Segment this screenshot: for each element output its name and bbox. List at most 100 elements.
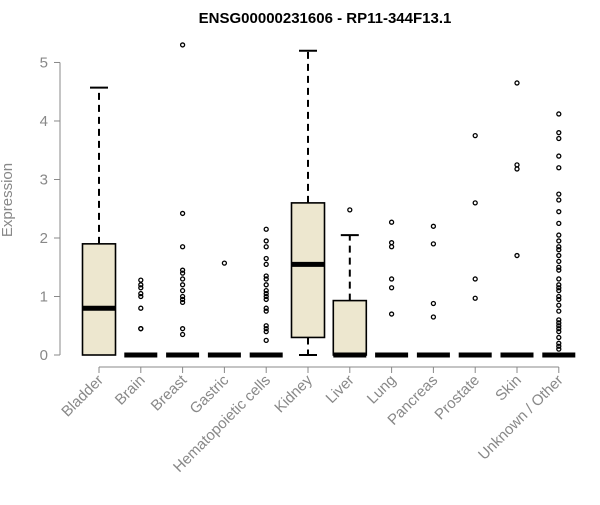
y-tick-label: 5 — [40, 54, 48, 71]
box-gastric — [207, 260, 241, 358]
box-skin — [500, 80, 534, 358]
outlier-point — [263, 337, 269, 344]
outlier-point — [179, 270, 186, 276]
outlier-point — [556, 285, 562, 291]
outlier-point — [138, 290, 144, 297]
outlier-point — [388, 240, 395, 246]
box-pancreas — [416, 223, 450, 358]
outlier-point — [514, 80, 520, 86]
outlier-point — [263, 323, 269, 329]
y-tick-label: 1 — [40, 288, 48, 305]
outlier-point — [179, 296, 186, 303]
outlier-point — [556, 317, 562, 323]
outlier-point — [556, 328, 562, 335]
outlier-point — [388, 285, 395, 291]
box-breast — [166, 42, 200, 358]
outlier-point — [263, 328, 269, 335]
box-body — [81, 243, 117, 356]
x-tick-label: Prostate — [431, 372, 483, 424]
outlier-point — [472, 295, 478, 301]
boxes-group — [81, 42, 576, 358]
outlier-point — [263, 326, 269, 332]
outlier-point — [179, 276, 186, 282]
outlier-point — [556, 247, 562, 253]
outlier-point — [138, 282, 144, 288]
outlier-point — [263, 290, 269, 297]
outlier-point — [556, 191, 562, 197]
x-tick-label: Lung — [364, 372, 400, 408]
outlier-point — [556, 238, 562, 244]
outlier-point — [556, 264, 562, 270]
outlier-point — [556, 165, 562, 171]
outlier-point — [179, 331, 186, 338]
box-kidney — [290, 49, 326, 356]
outlier-point — [388, 311, 395, 317]
outlier-point — [556, 111, 562, 117]
outlier-point — [263, 255, 269, 262]
outlier-point — [179, 210, 186, 217]
outlier-point — [556, 343, 562, 349]
y-axis: 0 1 2 3 4 5 — [40, 54, 61, 364]
outlier-point — [472, 132, 478, 139]
y-tick-label: 4 — [40, 113, 48, 130]
outlier-point — [556, 153, 562, 159]
x-tick-label: Kidney — [271, 371, 316, 416]
outlier-point — [263, 238, 269, 244]
outlier-point — [179, 299, 186, 305]
outlier-point — [556, 308, 562, 314]
chart-title: ENSG00000231606 - RP11-344F13.1 — [199, 10, 452, 27]
outlier-point — [179, 244, 186, 250]
outlier-point — [138, 285, 144, 291]
outlier-point — [556, 276, 562, 282]
outlier-point — [138, 305, 144, 311]
outlier-point — [179, 326, 186, 332]
outlier-point — [138, 293, 144, 300]
outlier-point — [430, 300, 437, 307]
y-axis-title: Expression — [0, 163, 16, 237]
outlier-point — [430, 241, 437, 247]
outlier-point — [556, 346, 562, 352]
outlier-point — [556, 326, 562, 332]
box-body — [332, 299, 368, 356]
outlier-point — [556, 340, 562, 346]
outlier-point — [556, 209, 562, 215]
outlier-point — [556, 323, 562, 329]
outlier-point — [556, 293, 562, 300]
outlier-point — [514, 252, 520, 259]
outlier-point — [263, 273, 269, 279]
outlier-point — [388, 244, 395, 250]
outlier-point — [388, 276, 395, 282]
outlier-point — [430, 223, 437, 229]
outlier-point — [263, 226, 269, 232]
outlier-point — [263, 282, 269, 288]
outlier-point — [221, 260, 228, 266]
outlier-point — [138, 277, 144, 283]
box-brain — [124, 277, 158, 358]
outlier-point — [556, 197, 562, 203]
y-tick-label: 2 — [40, 230, 48, 247]
outlier-point — [347, 207, 353, 213]
outlier-point — [263, 244, 269, 250]
outlier-point — [138, 326, 144, 332]
outlier-point — [472, 200, 478, 206]
outlier-point — [472, 276, 478, 282]
outlier-point — [514, 162, 520, 168]
outlier-point — [179, 42, 186, 48]
outlier-point — [179, 293, 186, 300]
outlier-point — [556, 267, 562, 273]
outlier-point — [263, 261, 269, 267]
y-tick-label: 3 — [40, 171, 48, 188]
outlier-point — [556, 130, 562, 136]
outlier-point — [556, 232, 562, 238]
outlier-point — [556, 135, 562, 142]
box-liver — [332, 207, 368, 358]
outlier-point — [263, 305, 269, 311]
box-body — [290, 202, 326, 339]
outlier-point — [179, 287, 186, 294]
box-prostate — [458, 132, 492, 358]
x-tick-label: Brain — [112, 372, 149, 409]
y-tick-label: 0 — [40, 347, 48, 364]
x-tick-label: Liver — [323, 372, 358, 407]
